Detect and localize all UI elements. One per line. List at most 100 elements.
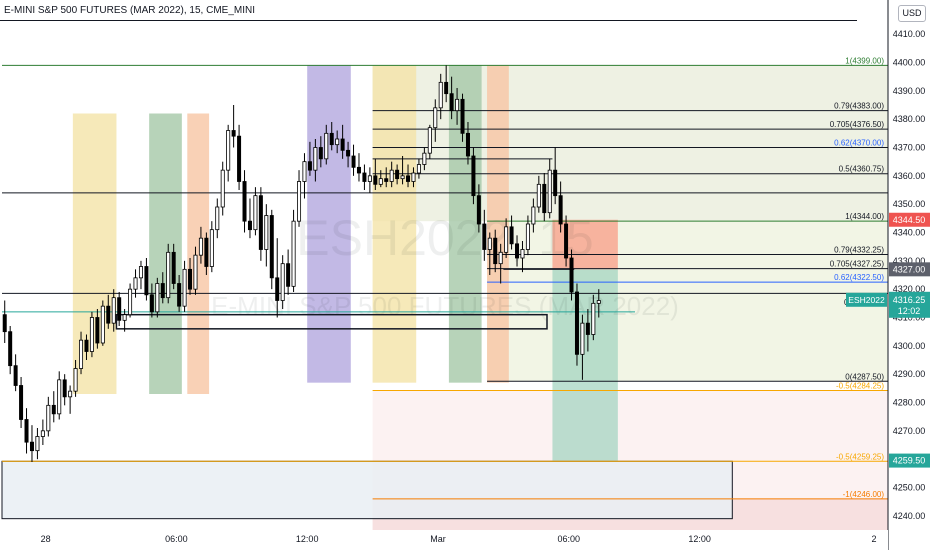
candle-body (237, 135, 242, 182)
candle-body (378, 178, 383, 185)
session-zone-purple (307, 65, 351, 383)
candle-body (144, 266, 149, 296)
candle-body (209, 229, 214, 267)
candle-body (531, 206, 536, 225)
time-tick-label: 2 (871, 534, 876, 544)
candle-body (585, 322, 590, 335)
candle-body (536, 183, 541, 208)
price-tick-label: 4410.00 (893, 29, 926, 39)
symbol-tag (846, 292, 887, 307)
candle-body (204, 237, 209, 267)
candle-body (79, 339, 84, 369)
fib-level-label: 0.705(4376.50) (830, 120, 885, 129)
candle-body (40, 430, 45, 437)
candle-body (111, 297, 116, 324)
candle-body (318, 147, 323, 160)
candle-body (182, 268, 187, 307)
price-tick-label: 4290.00 (893, 369, 926, 379)
candle-body (193, 254, 198, 290)
fib-level-label: 1(4344.00) (845, 212, 884, 221)
candle-body (471, 155, 476, 197)
fib-level-label: -0.5(4259.25) (836, 452, 884, 461)
candle-body (73, 368, 78, 392)
candle-body (242, 181, 247, 222)
candle-body (351, 155, 356, 168)
session-zone-orange (187, 113, 210, 394)
candle-body (422, 152, 427, 165)
candle-body (329, 132, 334, 146)
candle-body (89, 317, 94, 352)
candle-body (476, 195, 481, 225)
candle-body (482, 223, 487, 250)
candle-body (384, 178, 389, 182)
candle-body (84, 339, 89, 352)
candle-body (220, 169, 225, 208)
price-tick-label: 4370.00 (893, 143, 926, 153)
candle-body (264, 215, 269, 250)
candle-body (160, 283, 165, 299)
time-tick-label: 12:00 (688, 534, 711, 544)
candle-body (253, 195, 258, 231)
price-tag (889, 453, 930, 468)
candle-body (362, 172, 367, 182)
candles-group (2, 65, 601, 462)
candle-body (580, 322, 585, 355)
candle-body (57, 379, 62, 415)
fib-level-label: 0.5(4360.75) (839, 165, 885, 174)
candle-body (525, 223, 530, 250)
candle-body (427, 127, 432, 154)
price-tag (889, 212, 930, 227)
time-axis-bg (0, 530, 888, 550)
candle-body (100, 305, 105, 344)
candle-body (558, 195, 563, 225)
candle-body (509, 226, 514, 245)
candle-body (155, 283, 160, 313)
candle-body (117, 297, 122, 321)
candle-body (455, 98, 460, 112)
bottom-box (1, 460, 733, 520)
candle-body (258, 195, 263, 250)
fib-level-label: -1(4246.00) (843, 490, 885, 499)
symbol-tag-label: ESH2022 (848, 295, 885, 305)
consolidation-box (115, 313, 548, 330)
candle-body (449, 93, 454, 112)
price-tick-label: 4240.00 (893, 511, 926, 521)
price-tag (889, 262, 930, 277)
candle-body (286, 263, 291, 287)
candle-body (564, 223, 569, 259)
candle-body (62, 379, 67, 398)
price-tag-label: 4327.00 (893, 264, 926, 274)
title-divider (0, 20, 857, 21)
candle-body (433, 107, 438, 129)
candle-body (133, 277, 138, 290)
fib-level-label: 0.79(4383.00) (834, 102, 884, 111)
time-tick-label: Mar (430, 534, 446, 544)
candle-body (177, 283, 182, 307)
currency-label[interactable]: USD (898, 5, 926, 22)
session-zone-orange (487, 65, 509, 383)
candle-body (302, 161, 307, 182)
candle-body (444, 81, 449, 95)
candle-body (406, 175, 411, 182)
fib-level-label: 0.62(4322.50) (834, 273, 884, 282)
candle-body (171, 251, 176, 284)
candle-body (547, 169, 552, 214)
price-tick-label: 4380.00 (893, 114, 926, 124)
price-tick-label: 4250.00 (893, 483, 926, 493)
candle-body (504, 226, 509, 253)
candle-body (569, 257, 574, 293)
last-price-tag (889, 291, 930, 318)
candle-body (291, 220, 296, 287)
price-tag-label: 4344.50 (893, 215, 926, 225)
candle-body (128, 288, 133, 316)
candle-body (438, 81, 443, 109)
candle-body (231, 130, 236, 137)
candle-body (215, 206, 220, 231)
candle-body (2, 314, 7, 333)
candle-body (297, 181, 302, 222)
candle-body (498, 251, 503, 265)
candle-body (13, 365, 18, 386)
candle-body (465, 132, 470, 157)
candle-body (8, 331, 13, 367)
